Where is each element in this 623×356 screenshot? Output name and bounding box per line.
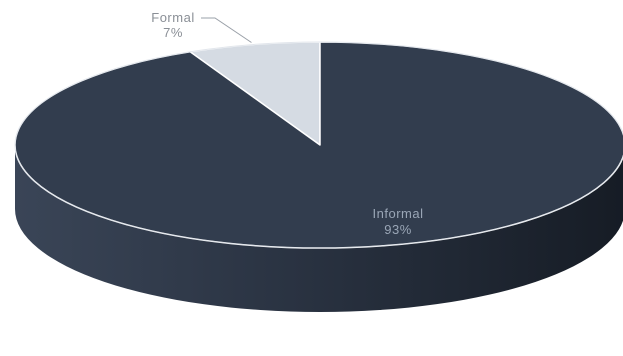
pie-rim xyxy=(14,41,623,249)
pie-side-walls xyxy=(15,145,623,312)
label-informal-percent: 93% xyxy=(384,222,412,237)
formal-leader-line xyxy=(201,17,252,43)
label-formal-name: Formal xyxy=(151,10,194,25)
label-formal-percent: 7% xyxy=(163,25,183,40)
slice-side-informal xyxy=(15,145,623,312)
label-informal-name: Informal xyxy=(373,206,424,221)
pie-top-faces xyxy=(14,41,623,249)
